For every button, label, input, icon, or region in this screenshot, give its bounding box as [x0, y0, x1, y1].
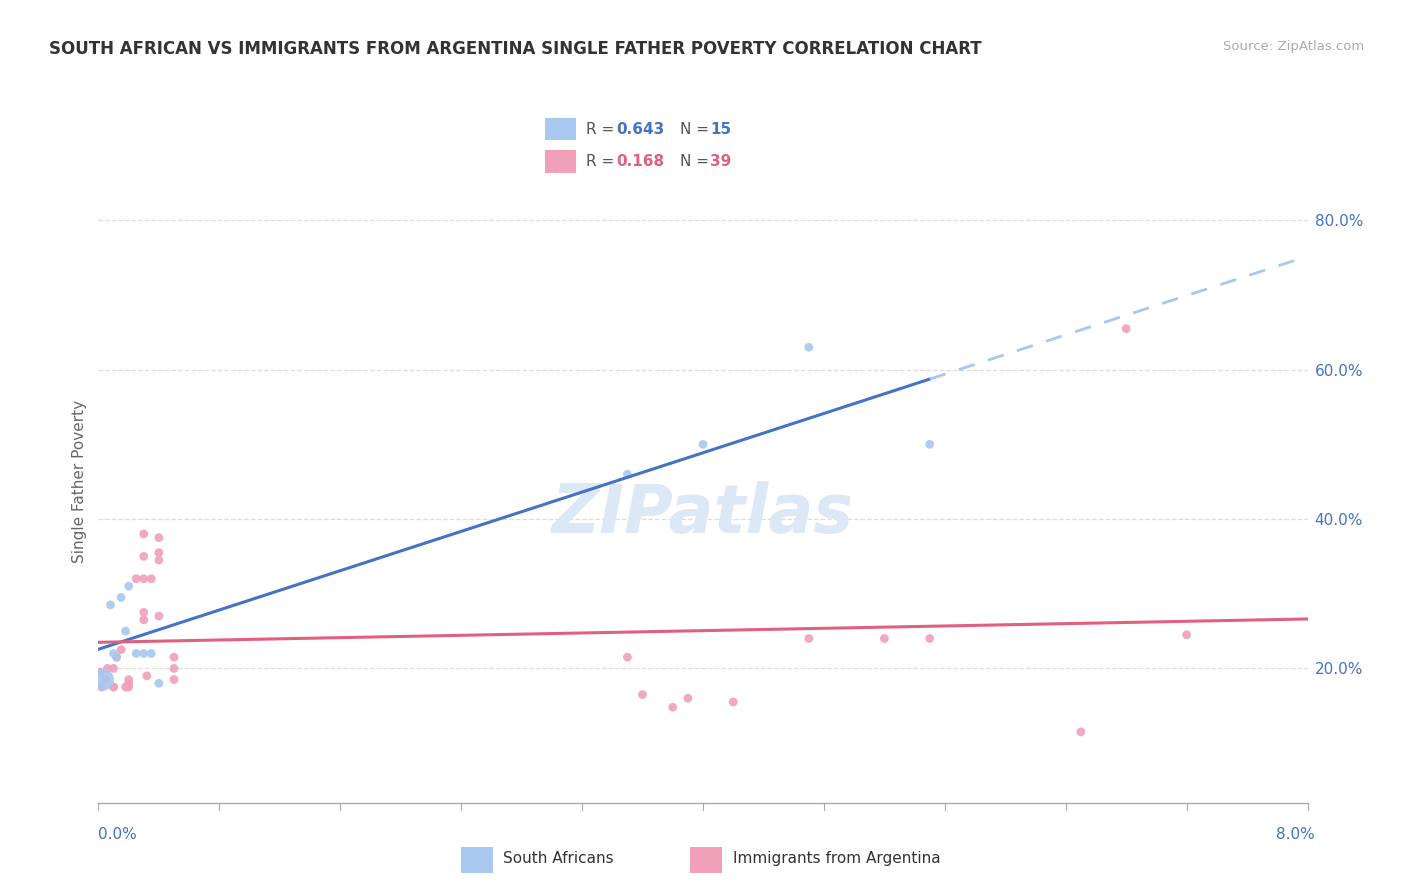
Point	[105, 650, 128, 665]
Point	[132, 549, 155, 564]
Point	[797, 340, 820, 354]
Point	[148, 546, 170, 560]
Bar	[544, 118, 576, 140]
Point	[148, 676, 170, 690]
Text: R =: R =	[586, 121, 620, 136]
Text: N =: N =	[681, 121, 714, 136]
Point	[114, 680, 136, 694]
FancyBboxPatch shape	[529, 105, 800, 185]
Point	[163, 673, 186, 687]
Point	[132, 606, 155, 620]
Text: SOUTH AFRICAN VS IMMIGRANTS FROM ARGENTINA SINGLE FATHER POVERTY CORRELATION CHA: SOUTH AFRICAN VS IMMIGRANTS FROM ARGENTI…	[49, 40, 981, 58]
Point	[692, 437, 714, 451]
Point	[132, 527, 155, 541]
Point	[118, 579, 141, 593]
Point	[118, 673, 141, 687]
Point	[148, 531, 170, 545]
Point	[96, 661, 118, 675]
Bar	[461, 847, 492, 872]
Text: 0.0%: 0.0%	[98, 827, 138, 841]
Text: 0.643: 0.643	[616, 121, 665, 136]
Text: Source: ZipAtlas.com: Source: ZipAtlas.com	[1223, 40, 1364, 54]
Text: 0.168: 0.168	[616, 154, 665, 169]
Bar	[544, 150, 576, 173]
Point	[114, 624, 136, 638]
Point	[110, 642, 132, 657]
Point	[163, 661, 186, 675]
Text: 39: 39	[710, 154, 731, 169]
Point	[1175, 628, 1198, 642]
Point	[135, 669, 157, 683]
Point	[918, 437, 941, 451]
Point	[125, 647, 148, 661]
Point	[110, 591, 132, 605]
Text: 15: 15	[710, 121, 731, 136]
Point	[118, 680, 141, 694]
Point	[797, 632, 820, 646]
Text: South Africans: South Africans	[503, 851, 614, 866]
Point	[141, 572, 163, 586]
Text: ZIPatlas: ZIPatlas	[553, 481, 853, 547]
Point	[918, 632, 941, 646]
Point	[1070, 724, 1092, 739]
Point	[89, 665, 111, 679]
Text: Immigrants from Argentina: Immigrants from Argentina	[733, 851, 941, 866]
Point	[163, 650, 186, 665]
Point	[103, 680, 125, 694]
Point	[662, 700, 685, 714]
Point	[132, 647, 155, 661]
Point	[141, 647, 163, 661]
Point	[1115, 321, 1137, 335]
Bar	[690, 847, 723, 872]
Point	[723, 695, 745, 709]
Point	[118, 676, 141, 690]
Point	[125, 572, 148, 586]
Point	[94, 673, 117, 687]
Point	[100, 598, 122, 612]
Point	[616, 467, 638, 482]
Point	[631, 688, 654, 702]
Point	[91, 673, 114, 687]
Point	[103, 680, 125, 694]
Point	[616, 650, 638, 665]
Point	[873, 632, 896, 646]
Point	[148, 553, 170, 567]
Text: R =: R =	[586, 154, 620, 169]
Point	[676, 691, 699, 706]
Text: N =: N =	[681, 154, 714, 169]
Text: 8.0%: 8.0%	[1275, 827, 1315, 841]
Point	[90, 680, 112, 694]
Point	[103, 647, 125, 661]
Point	[148, 609, 170, 624]
Point	[132, 572, 155, 586]
Point	[103, 661, 125, 675]
Point	[105, 650, 128, 665]
Y-axis label: Single Father Poverty: Single Father Poverty	[72, 401, 87, 563]
Point	[132, 613, 155, 627]
